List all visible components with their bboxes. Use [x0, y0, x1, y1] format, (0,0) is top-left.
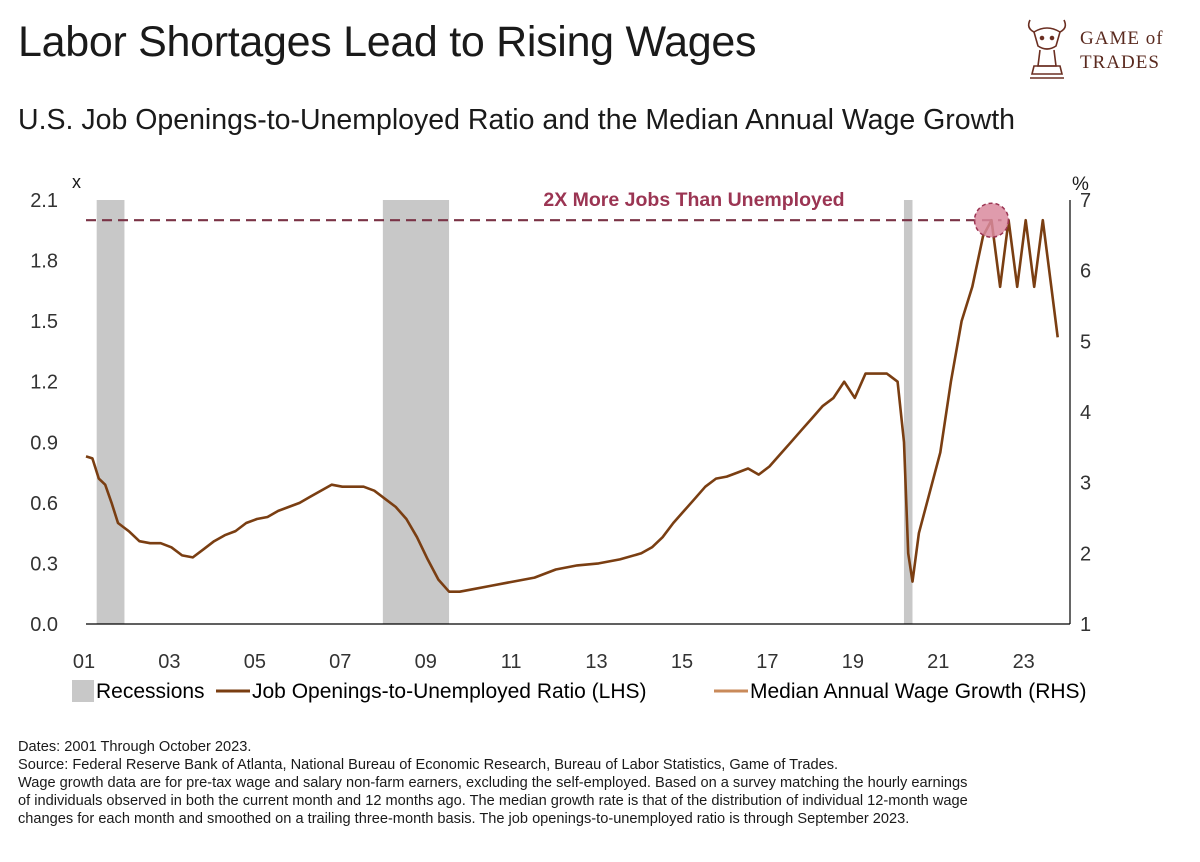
- right-tick-label: 4: [1080, 402, 1091, 424]
- left-tick-label: 0.9: [30, 432, 58, 454]
- x-axis-ticks: 01 03 05 07 09 11 13 15 17 19 21 23: [73, 651, 1035, 673]
- right-tick-label: 6: [1080, 261, 1091, 283]
- x-tick-label: 11: [501, 651, 522, 673]
- game-of-trades-logo: GAME of TRADES: [1022, 14, 1172, 84]
- right-tick-label: 2: [1080, 543, 1091, 565]
- logo-line-2: TRADES: [1080, 52, 1160, 73]
- legend-label-recessions: Recessions: [96, 680, 205, 703]
- left-axis-ticks: 0.0 0.3 0.6 0.9 1.2 1.5 1.8 2.1: [30, 190, 58, 636]
- x-tick-label: 21: [927, 651, 949, 673]
- bull-knight-icon: [1027, 19, 1067, 79]
- recession-bands: [96, 200, 913, 624]
- right-tick-label: 5: [1080, 331, 1091, 353]
- footnote-note-3: changes for each month and smoothed on a…: [18, 811, 910, 827]
- recession-band-2: [382, 200, 450, 624]
- left-tick-label: 0.3: [30, 553, 58, 575]
- left-tick-label: 0.6: [30, 493, 58, 515]
- left-tick-label: 0.0: [30, 614, 58, 636]
- x-tick-label: 01: [73, 651, 95, 673]
- left-tick-label: 2.1: [30, 190, 58, 212]
- right-tick-label: 3: [1080, 473, 1091, 495]
- x-tick-label: 07: [329, 651, 351, 673]
- x-tick-label: 09: [415, 651, 437, 673]
- peak-highlight-marker: [973, 202, 1010, 238]
- series-line-job-openings-ratio: [85, 218, 1059, 593]
- left-axis-unit: x: [72, 172, 81, 192]
- right-axis-ticks: 1 2 3 4 5 6 7: [1080, 190, 1091, 636]
- axes: [86, 200, 1071, 625]
- legend: Recessions Job Openings-to-Unemployed Ra…: [72, 680, 1087, 703]
- right-tick-label: 1: [1080, 614, 1091, 636]
- left-tick-label: 1.2: [30, 372, 58, 394]
- footnotes: Dates: 2001 Through October 2023. Source…: [18, 738, 1188, 828]
- recession-band-1: [96, 200, 125, 624]
- x-tick-label: 03: [158, 651, 180, 673]
- footnote-note-2: of individuals observed in both the curr…: [18, 793, 968, 809]
- legend-label-wage-growth: Median Annual Wage Growth (RHS): [750, 680, 1087, 703]
- x-tick-label: 17: [756, 651, 778, 673]
- recession-band-3: [903, 200, 913, 624]
- chart-title: Labor Shortages Lead to Rising Wages: [18, 18, 757, 66]
- right-axis-unit: %: [1072, 174, 1089, 195]
- footnote-dates: Dates: 2001 Through October 2023.: [18, 739, 252, 755]
- legend-swatch-recessions: [72, 680, 94, 702]
- legend-label-job-openings-ratio: Job Openings-to-Unemployed Ratio (LHS): [252, 680, 647, 703]
- footnote-source: Source: Federal Reserve Bank of Atlanta,…: [18, 757, 839, 773]
- chart-subtitle: U.S. Job Openings-to-Unemployed Ratio an…: [18, 104, 1015, 136]
- left-tick-label: 1.8: [30, 251, 58, 273]
- x-tick-label: 23: [1013, 651, 1035, 673]
- x-tick-label: 13: [585, 651, 607, 673]
- right-tick-label: 7: [1080, 190, 1091, 212]
- reference-line-label: 2X More Jobs Than Unemployed: [543, 189, 844, 211]
- footnote-note-1: Wage growth data are for pre-tax wage an…: [18, 775, 968, 791]
- x-tick-label: 15: [671, 651, 693, 673]
- x-tick-label: 19: [842, 651, 864, 673]
- left-tick-label: 1.5: [30, 311, 58, 333]
- logo-line-1: GAME of: [1080, 28, 1164, 49]
- x-tick-label: 05: [244, 651, 266, 673]
